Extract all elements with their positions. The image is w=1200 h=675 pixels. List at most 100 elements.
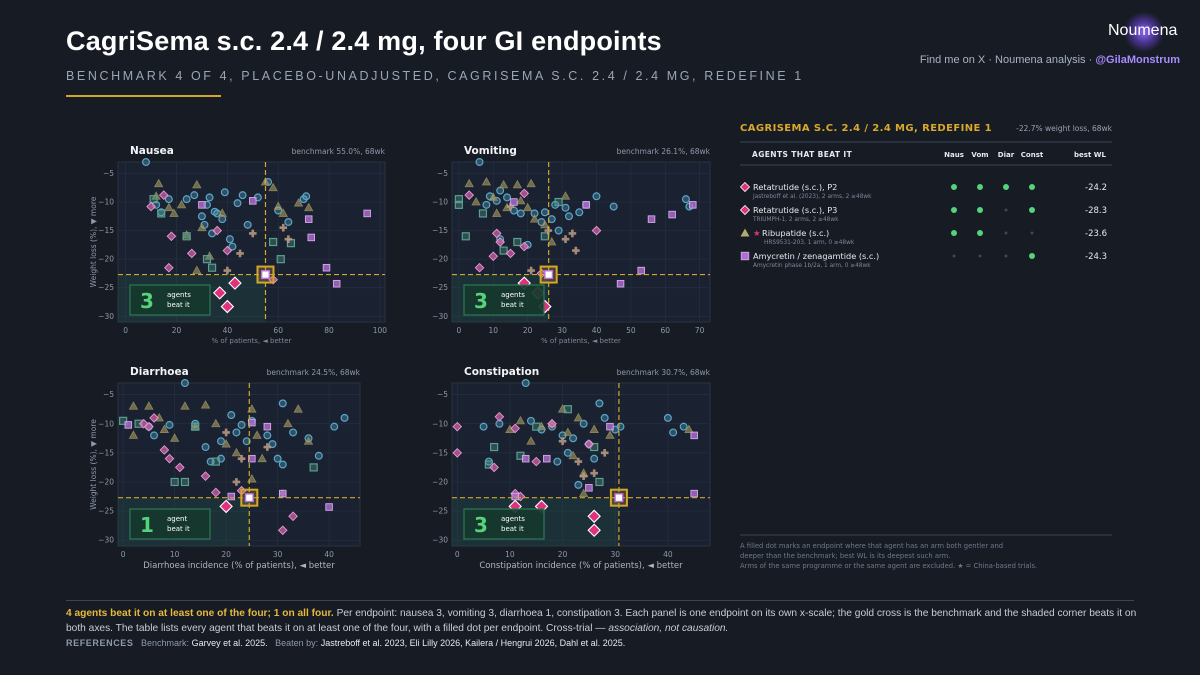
x-tick-label: 30 bbox=[610, 550, 620, 559]
y-tick-label: −5 bbox=[103, 390, 114, 399]
scatter-point bbox=[515, 415, 526, 425]
table-best-header: best WL bbox=[1074, 151, 1106, 159]
scatter-point bbox=[197, 212, 206, 221]
scatter-point bbox=[584, 439, 594, 449]
empty-dot bbox=[1004, 254, 1008, 258]
scatter-point bbox=[157, 209, 166, 218]
scatter-point bbox=[681, 195, 690, 204]
y-axis-label: Weight loss (%), ▼ more bbox=[89, 196, 98, 287]
x-tick-label: 40 bbox=[324, 550, 334, 559]
scatter-point bbox=[180, 477, 190, 487]
panel-benchmark-label: benchmark 55.0%, 68wk bbox=[292, 147, 386, 156]
row-best-wl: -24.2 bbox=[1085, 183, 1107, 193]
scatter-point bbox=[228, 242, 237, 251]
y-tick-label: −15 bbox=[98, 448, 114, 457]
row-agent-sub: Amycretin phase 1b/2a, 1 arm, 0 ≥48wk bbox=[753, 263, 871, 269]
scatter-point bbox=[289, 428, 298, 437]
scatter-point bbox=[454, 200, 463, 209]
scatter-point bbox=[293, 404, 303, 413]
row-agent-sub: Jastreboff et al. (2023), 2 arms, 2 ≥48w… bbox=[752, 194, 872, 200]
scatter-point bbox=[205, 193, 214, 202]
scatter-point bbox=[489, 462, 499, 473]
scatter-point bbox=[585, 484, 593, 492]
scatter-point bbox=[510, 198, 518, 206]
brand-glow-icon bbox=[1124, 12, 1164, 52]
benchmark-marker-core bbox=[260, 270, 270, 280]
y-tick-label: −15 bbox=[432, 226, 448, 235]
scatter-point bbox=[540, 219, 550, 229]
beat-count-box bbox=[463, 508, 545, 540]
table-title: CAGRISEMA S.C. 2.4 / 2.4 MG, REDEFINE 1 bbox=[740, 123, 992, 134]
scatter-point bbox=[182, 195, 191, 204]
scatter-point bbox=[181, 230, 192, 239]
scatter-point bbox=[128, 430, 139, 439]
scatter-point bbox=[166, 231, 177, 242]
x-tick-label: 20 bbox=[172, 326, 182, 335]
scatter-point bbox=[144, 421, 154, 432]
scatter-point bbox=[278, 399, 287, 408]
scatter-point bbox=[563, 448, 572, 457]
scatter-point bbox=[495, 237, 505, 247]
scatter-point bbox=[182, 232, 191, 241]
row-agent-name: Ribupatide (s.c.) bbox=[762, 228, 829, 238]
social-prefix: Find me on X · Noumena analysis · bbox=[919, 54, 1096, 66]
scatter-point bbox=[595, 399, 604, 408]
beat-count-box bbox=[463, 284, 545, 316]
y-tick-label: −15 bbox=[432, 448, 448, 457]
scatter-point bbox=[273, 201, 283, 210]
table-col-header: Naus bbox=[944, 151, 964, 159]
scatter-point bbox=[600, 413, 609, 422]
x-tick-label: 100 bbox=[373, 326, 388, 335]
bench-ref: Garvey et al. 2025. bbox=[191, 638, 268, 648]
y-tick-label: −10 bbox=[98, 198, 114, 207]
scatter-point bbox=[591, 225, 602, 236]
x-tick-label: 20 bbox=[558, 550, 568, 559]
x-tick-label: 20 bbox=[523, 326, 533, 335]
scatter-point bbox=[186, 248, 197, 259]
beat-count-box bbox=[129, 508, 211, 540]
scatter-point bbox=[146, 201, 156, 212]
scatter-point bbox=[144, 401, 154, 410]
scatter-point bbox=[322, 263, 331, 272]
scatter-point bbox=[277, 525, 288, 536]
summary-caveat: association, not causation. bbox=[608, 623, 729, 634]
scatter-point bbox=[169, 208, 179, 217]
x-tick-label: 0 bbox=[455, 550, 460, 559]
row-marker-icon bbox=[740, 251, 750, 261]
scatter-point bbox=[363, 209, 371, 218]
scatter-point bbox=[475, 158, 484, 167]
chart-canvas: 0 20 40 60 80 100−5−10−15−20−25−30% of patien… bbox=[89, 123, 1113, 571]
scatter-point bbox=[568, 229, 577, 238]
beat-count: 3 bbox=[474, 513, 488, 537]
scatter-point bbox=[482, 200, 491, 209]
scatter-point bbox=[564, 212, 573, 221]
bench-label: Benchmark: bbox=[141, 638, 190, 648]
scatter-point bbox=[689, 201, 697, 209]
y-tick-label: −25 bbox=[98, 507, 114, 516]
scatter-point bbox=[519, 188, 530, 199]
scatter-point bbox=[276, 255, 285, 264]
scatter-point bbox=[464, 178, 474, 188]
scatter-point bbox=[164, 202, 174, 212]
filled-dot bbox=[951, 230, 957, 236]
scatter-point bbox=[211, 457, 220, 466]
scatter-point bbox=[192, 179, 202, 189]
x-tick-label: 80 bbox=[324, 326, 334, 335]
scatter-point bbox=[679, 422, 688, 431]
scatter-point bbox=[523, 202, 533, 212]
scatter-point bbox=[589, 424, 599, 433]
table-col-header: Diar bbox=[998, 151, 1015, 159]
scatter-point bbox=[527, 266, 535, 275]
scatter-point bbox=[494, 411, 505, 422]
beat-count: 3 bbox=[140, 289, 154, 313]
scatter-point bbox=[238, 191, 247, 200]
social-handle-link[interactable]: @GilaMonstrum bbox=[1095, 54, 1180, 66]
x-tick-label: 50 bbox=[626, 326, 636, 335]
scatter-point bbox=[197, 222, 207, 232]
scatter-point bbox=[526, 436, 536, 445]
scatter-point bbox=[488, 192, 498, 201]
scatter-point bbox=[220, 188, 229, 197]
scatter-point bbox=[304, 215, 313, 223]
scatter-point bbox=[211, 418, 221, 428]
scatter-point bbox=[616, 279, 625, 288]
